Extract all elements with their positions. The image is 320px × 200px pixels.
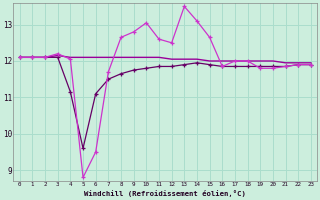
X-axis label: Windchill (Refroidissement éolien,°C): Windchill (Refroidissement éolien,°C) bbox=[84, 190, 246, 197]
